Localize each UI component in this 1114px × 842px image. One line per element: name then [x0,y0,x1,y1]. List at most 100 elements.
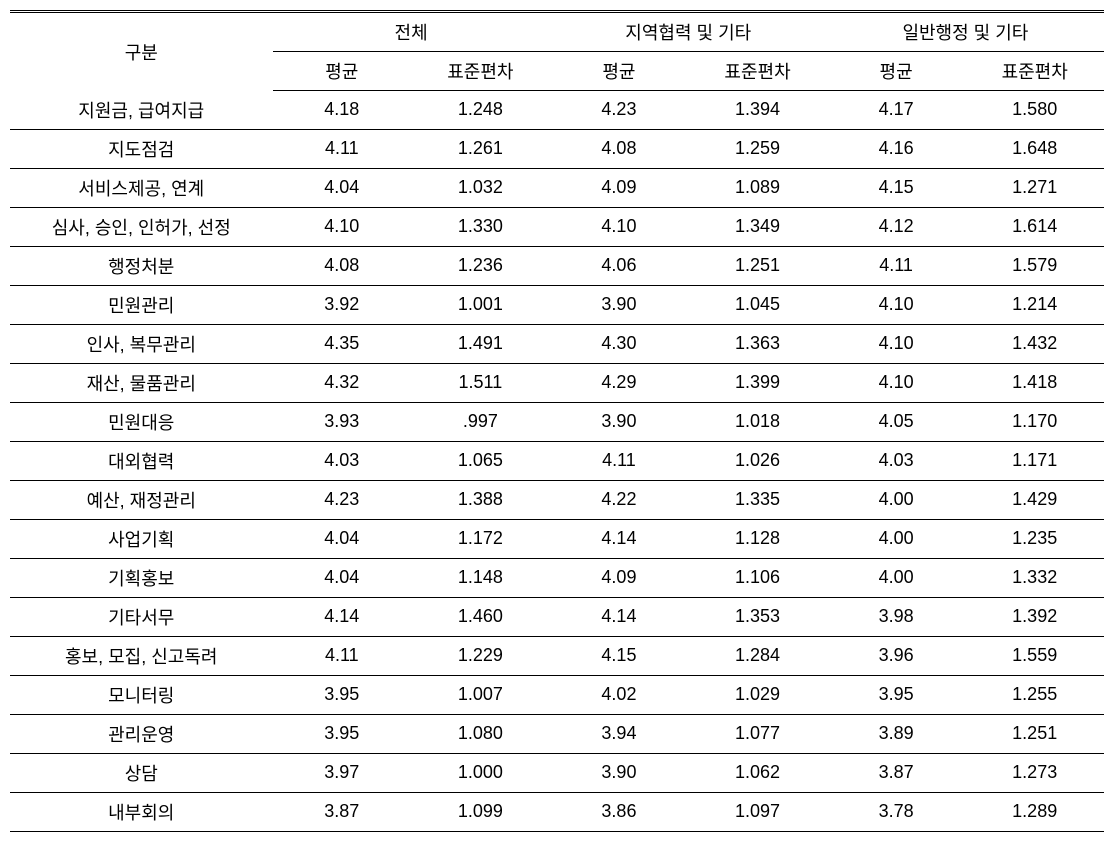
data-cell: 4.02 [550,675,689,714]
data-cell: 3.94 [550,714,689,753]
data-cell: 4.15 [827,168,966,207]
data-cell: 4.06 [550,246,689,285]
table-row: 지도점검4.111.2614.081.2594.161.648 [10,129,1104,168]
data-cell: 1.018 [688,402,827,441]
data-cell: 1.491 [411,324,550,363]
row-label: 기타서무 [10,597,273,636]
table-row: 민원대응3.93.9973.901.0184.051.170 [10,402,1104,441]
data-cell: 3.87 [273,792,412,831]
data-cell: .997 [411,402,550,441]
data-cell: 1.394 [688,91,827,130]
data-cell: 1.007 [411,675,550,714]
data-cell: 1.289 [965,792,1104,831]
data-cell: 3.90 [550,402,689,441]
data-cell: 3.89 [827,714,966,753]
data-cell: 4.08 [273,246,412,285]
row-label: 대외협력 [10,441,273,480]
header-group-2: 지역협력 및 기타 [550,12,827,52]
table-row: 서비스제공, 연계4.041.0324.091.0894.151.271 [10,168,1104,207]
data-cell: 1.332 [965,558,1104,597]
data-cell: 3.90 [550,285,689,324]
data-cell: 4.35 [273,324,412,363]
data-cell: 4.17 [827,91,966,130]
data-cell: 1.248 [411,91,550,130]
data-cell: 1.097 [688,792,827,831]
data-cell: 1.128 [688,519,827,558]
data-cell: 1.170 [965,402,1104,441]
data-cell: 4.04 [273,168,412,207]
data-cell: 1.418 [965,363,1104,402]
data-cell: 1.045 [688,285,827,324]
data-cell: 4.10 [827,363,966,402]
table-body: 지원금, 급여지급4.181.2484.231.3944.171.580지도점검… [10,91,1104,832]
data-cell: 1.062 [688,753,827,792]
data-cell: 3.90 [550,753,689,792]
data-cell: 4.14 [550,597,689,636]
data-cell: 1.032 [411,168,550,207]
data-cell: 3.86 [550,792,689,831]
data-cell: 3.97 [273,753,412,792]
data-cell: 1.349 [688,207,827,246]
data-cell: 1.001 [411,285,550,324]
data-cell: 4.05 [827,402,966,441]
data-cell: 1.259 [688,129,827,168]
row-label: 관리운영 [10,714,273,753]
data-cell: 3.78 [827,792,966,831]
data-cell: 1.460 [411,597,550,636]
data-cell: 4.03 [273,441,412,480]
row-label: 사업기획 [10,519,273,558]
table-row: 민원관리3.921.0013.901.0454.101.214 [10,285,1104,324]
data-cell: 4.10 [550,207,689,246]
table-row: 관리운영3.951.0803.941.0773.891.251 [10,714,1104,753]
data-cell: 3.92 [273,285,412,324]
table-row: 예산, 재정관리4.231.3884.221.3354.001.429 [10,480,1104,519]
row-label: 서비스제공, 연계 [10,168,273,207]
table-row: 사업기획4.041.1724.141.1284.001.235 [10,519,1104,558]
data-cell: 4.18 [273,91,412,130]
row-label: 민원대응 [10,402,273,441]
data-cell: 4.10 [273,207,412,246]
data-cell: 4.00 [827,558,966,597]
data-cell: 1.214 [965,285,1104,324]
header-group-3: 일반행정 및 기타 [827,12,1104,52]
table-row: 기획홍보4.041.1484.091.1064.001.332 [10,558,1104,597]
data-cell: 1.330 [411,207,550,246]
data-cell: 1.353 [688,597,827,636]
data-cell: 1.080 [411,714,550,753]
row-label: 지원금, 급여지급 [10,91,273,130]
data-cell: 4.09 [550,168,689,207]
data-cell: 1.271 [965,168,1104,207]
data-cell: 1.579 [965,246,1104,285]
data-cell: 1.511 [411,363,550,402]
table-row: 모니터링3.951.0074.021.0293.951.255 [10,675,1104,714]
data-cell: 1.614 [965,207,1104,246]
data-cell: 4.00 [827,519,966,558]
data-cell: 3.96 [827,636,966,675]
table-row: 지원금, 급여지급4.181.2484.231.3944.171.580 [10,91,1104,130]
table-row: 상담3.971.0003.901.0623.871.273 [10,753,1104,792]
data-cell: 4.04 [273,519,412,558]
data-cell: 4.11 [273,129,412,168]
subheader-4: 표준편차 [688,52,827,91]
data-cell: 1.392 [965,597,1104,636]
data-cell: 1.363 [688,324,827,363]
row-label: 예산, 재정관리 [10,480,273,519]
row-label: 행정처분 [10,246,273,285]
data-cell: 4.30 [550,324,689,363]
data-cell: 1.284 [688,636,827,675]
data-cell: 1.255 [965,675,1104,714]
table-row: 행정처분4.081.2364.061.2514.111.579 [10,246,1104,285]
data-cell: 1.648 [965,129,1104,168]
subheader-1: 평균 [273,52,412,91]
table-row: 기타서무4.141.4604.141.3533.981.392 [10,597,1104,636]
header-row-1: 구분 전체 지역협력 및 기타 일반행정 및 기타 [10,12,1104,52]
data-cell: 4.23 [550,91,689,130]
row-label: 모니터링 [10,675,273,714]
data-cell: 4.12 [827,207,966,246]
data-cell: 3.95 [273,714,412,753]
subheader-6: 표준편차 [965,52,1104,91]
subheader-5: 평균 [827,52,966,91]
data-cell: 4.29 [550,363,689,402]
data-cell: 3.98 [827,597,966,636]
data-cell: 4.32 [273,363,412,402]
